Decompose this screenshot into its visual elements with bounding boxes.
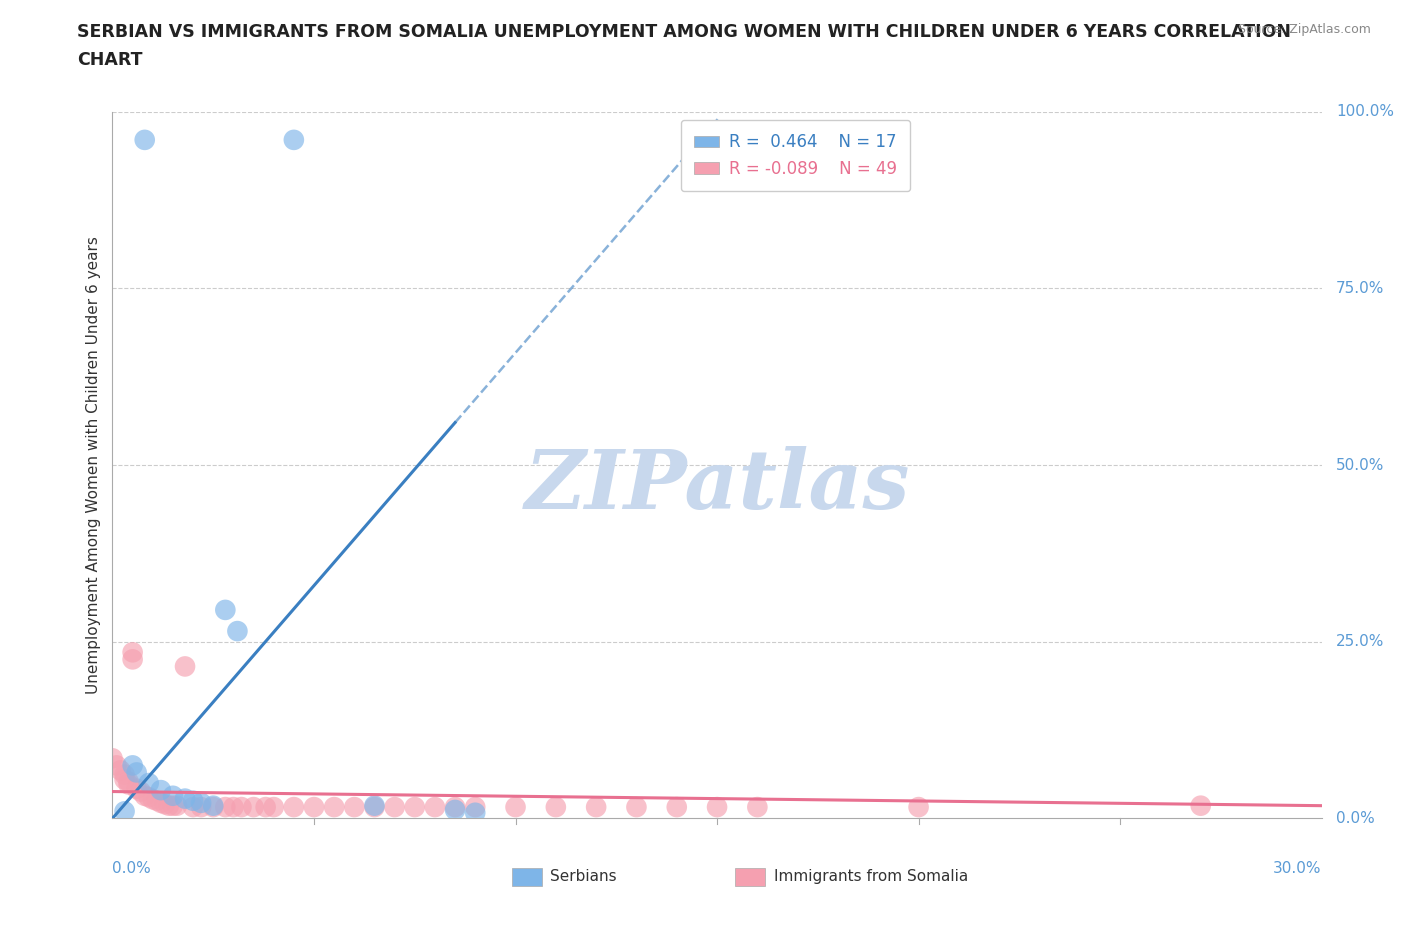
- Point: [117, 777, 139, 792]
- Point: [149, 795, 172, 810]
- Point: [323, 800, 346, 815]
- Text: 0.0%: 0.0%: [1336, 811, 1375, 826]
- Point: [138, 776, 160, 790]
- Text: ZIPatlas: ZIPatlas: [524, 446, 910, 526]
- Point: [302, 800, 325, 815]
- Point: [162, 798, 184, 813]
- Point: [263, 800, 285, 815]
- Text: 0.0%: 0.0%: [112, 861, 152, 876]
- Point: [444, 800, 467, 815]
- Point: [404, 800, 426, 815]
- Point: [585, 800, 607, 815]
- Point: [384, 800, 406, 815]
- Point: [222, 800, 245, 815]
- Point: [114, 767, 136, 782]
- Point: [181, 793, 204, 808]
- Point: [125, 781, 148, 796]
- Point: [363, 800, 385, 815]
- Point: [138, 790, 160, 804]
- Point: [202, 798, 225, 813]
- Point: [166, 798, 188, 813]
- Point: [283, 132, 305, 147]
- Point: [231, 800, 253, 815]
- Point: [134, 789, 156, 804]
- Point: [105, 758, 128, 773]
- Text: 50.0%: 50.0%: [1336, 458, 1385, 472]
- Text: 100.0%: 100.0%: [1336, 104, 1395, 119]
- Point: [162, 789, 184, 804]
- Point: [363, 798, 385, 813]
- Point: [190, 795, 212, 810]
- Bar: [512, 868, 541, 885]
- Point: [343, 800, 366, 815]
- Text: 25.0%: 25.0%: [1336, 634, 1385, 649]
- Point: [149, 783, 172, 798]
- Point: [125, 765, 148, 780]
- Point: [121, 652, 143, 667]
- Point: [117, 774, 139, 789]
- Point: [101, 751, 124, 765]
- Point: [444, 803, 467, 817]
- Point: [1189, 798, 1212, 813]
- Point: [121, 644, 143, 659]
- Point: [110, 763, 132, 777]
- Point: [129, 784, 152, 799]
- Point: [153, 797, 176, 812]
- Text: Source: ZipAtlas.com: Source: ZipAtlas.com: [1237, 23, 1371, 36]
- Point: [505, 800, 527, 815]
- Point: [114, 772, 136, 787]
- Point: [202, 800, 225, 815]
- Point: [464, 800, 486, 815]
- Point: [190, 800, 212, 815]
- Text: CHART: CHART: [77, 51, 143, 69]
- Point: [214, 800, 236, 815]
- Point: [174, 791, 197, 806]
- Point: [423, 800, 446, 815]
- Point: [464, 805, 486, 820]
- Point: [283, 800, 305, 815]
- Text: SERBIAN VS IMMIGRANTS FROM SOMALIA UNEMPLOYMENT AMONG WOMEN WITH CHILDREN UNDER : SERBIAN VS IMMIGRANTS FROM SOMALIA UNEMP…: [77, 23, 1291, 41]
- Point: [907, 800, 929, 815]
- Point: [242, 800, 264, 815]
- Point: [544, 800, 567, 815]
- Text: Immigrants from Somalia: Immigrants from Somalia: [773, 869, 969, 883]
- Point: [146, 793, 169, 808]
- Legend: R =  0.464    N = 17, R = -0.089    N = 49: R = 0.464 N = 17, R = -0.089 N = 49: [681, 120, 911, 191]
- Point: [665, 800, 688, 815]
- Y-axis label: Unemployment Among Women with Children Under 6 years: Unemployment Among Women with Children U…: [86, 236, 101, 694]
- Point: [114, 804, 136, 818]
- Point: [181, 800, 204, 815]
- Point: [626, 800, 648, 815]
- Text: Serbians: Serbians: [550, 869, 617, 883]
- Point: [174, 659, 197, 674]
- Point: [226, 624, 249, 639]
- Bar: [735, 868, 765, 885]
- Point: [254, 800, 277, 815]
- Text: 75.0%: 75.0%: [1336, 281, 1385, 296]
- Point: [747, 800, 769, 815]
- Text: 30.0%: 30.0%: [1274, 861, 1322, 876]
- Point: [706, 800, 728, 815]
- Point: [214, 603, 236, 618]
- Point: [121, 758, 143, 773]
- Point: [134, 132, 156, 147]
- Point: [157, 798, 180, 813]
- Point: [142, 791, 165, 806]
